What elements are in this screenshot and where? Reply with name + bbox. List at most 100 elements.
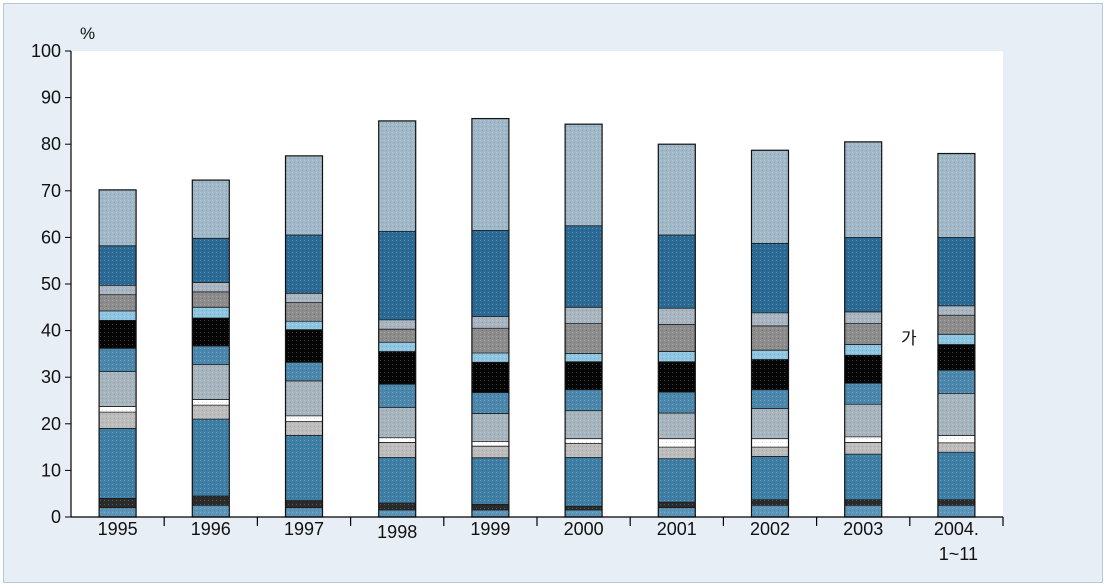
bar-segment-texture — [844, 436, 882, 443]
bar-segment-texture — [285, 415, 323, 422]
bar-segment-texture — [471, 118, 509, 231]
x-tick-label: 1997 — [284, 519, 324, 539]
x-tick-label: 2001 — [657, 519, 697, 539]
bar-segment-texture — [471, 352, 509, 363]
bar-segment-texture — [378, 329, 416, 343]
bar-segment-texture — [658, 324, 696, 352]
stacked-bar-chart: 0 10 20 30 40 50 60 70 80 90 100 1995 1996 1997 1998 19… — [31, 24, 1004, 564]
bar-segment-texture — [937, 334, 975, 345]
bar-segment-texture — [844, 454, 882, 500]
y-tick-label: 20 — [41, 414, 61, 434]
y-tick-label: 0 — [51, 507, 61, 527]
bar-segment-texture — [565, 443, 603, 458]
bar-segment-texture — [378, 407, 416, 438]
bar-segment-texture — [471, 446, 509, 458]
bar-segment-texture — [99, 320, 137, 349]
bar-segment-texture — [937, 305, 975, 316]
y-tick-label: 30 — [41, 367, 61, 387]
y-tick-label: 10 — [41, 460, 61, 480]
bar-segment-texture — [285, 380, 323, 416]
bar-segment-texture — [565, 225, 603, 308]
bar-segment-texture — [285, 435, 323, 501]
bar-segment-texture — [378, 442, 416, 458]
bar-segment-texture — [565, 323, 603, 354]
bar-segment-texture — [192, 405, 230, 420]
bar-segment-texture — [565, 389, 603, 411]
bar-segment-texture — [844, 237, 882, 312]
bar-segment-texture — [285, 507, 323, 517]
bar-segment-texture — [99, 412, 137, 429]
bar-segment-texture — [658, 507, 696, 517]
bar-segment-texture — [285, 302, 323, 322]
bar-segment-texture — [844, 505, 882, 517]
bar-segment-texture — [751, 438, 789, 448]
bar-segment-texture — [937, 370, 975, 394]
x-tick-label: 1995 — [98, 519, 138, 539]
x-tick-label: 1998 — [377, 522, 417, 542]
bar-segment-texture — [658, 392, 696, 414]
bar-segment-texture — [658, 458, 696, 503]
bar-segment-texture — [658, 361, 696, 393]
bar-segment-texture — [192, 238, 230, 283]
bar-segment-texture — [658, 351, 696, 362]
labels-layer: 0 10 20 30 40 50 60 70 80 90 100 1995 1996 1997 1998 19… — [31, 41, 979, 564]
bar-segment-texture — [937, 237, 975, 306]
bar-segment-texture — [285, 321, 323, 330]
bar-segment-texture — [565, 307, 603, 324]
bar-segment-texture — [378, 120, 416, 232]
bar-segment-texture — [844, 383, 882, 405]
y-tick-label: 40 — [41, 321, 61, 341]
bar-segment-texture — [285, 500, 323, 508]
bar-segment-texture — [285, 155, 323, 236]
bar-segment-texture — [751, 499, 789, 506]
bar-segment-texture — [378, 437, 416, 443]
bar-segment-texture — [937, 452, 975, 500]
bar-segment-texture — [192, 419, 230, 497]
x-tick-label: 2004. — [934, 519, 979, 539]
bar-segment-texture — [99, 371, 137, 407]
bar-segment-texture — [192, 180, 230, 239]
bar-segment-texture — [192, 307, 230, 319]
bar-segment-texture — [471, 316, 509, 329]
bar-segment-texture — [844, 404, 882, 437]
bar-segment-texture — [751, 447, 789, 457]
bar-segment-texture — [471, 510, 509, 517]
bars-layer — [98, 117, 976, 518]
bar-segment-texture — [471, 457, 509, 505]
bar-segment-texture — [192, 318, 230, 346]
bar-segment-texture — [565, 457, 603, 507]
y-tick-label: 100 — [31, 41, 61, 61]
bar-segment-texture — [751, 505, 789, 517]
x-tick-label: 2002 — [750, 519, 790, 539]
bar-segment-texture — [751, 456, 789, 500]
bar-segment-texture — [99, 294, 137, 312]
bar-segment-texture — [192, 496, 230, 506]
bar-segment-texture — [565, 510, 603, 517]
bar-segment-texture — [99, 498, 137, 508]
bar-segment-texture — [99, 507, 137, 517]
bar-segment-texture — [378, 457, 416, 504]
bar-segment-texture — [565, 506, 603, 511]
bar-segment-texture — [99, 428, 137, 499]
bar-segment-texture — [844, 344, 882, 356]
y-tick-label: 60 — [41, 227, 61, 247]
bar-segment-texture — [99, 189, 137, 246]
x-tick-label: 1996 — [191, 519, 231, 539]
bar-segment-texture — [378, 384, 416, 408]
bar-segment-texture — [844, 141, 882, 238]
bar-segment-texture — [565, 438, 603, 444]
bar-segment-texture — [565, 361, 603, 390]
bar-segment-texture — [99, 245, 137, 286]
bar-segment-texture — [751, 389, 789, 409]
bar-segment-texture — [751, 150, 789, 244]
bar-segment-texture — [658, 308, 696, 325]
chart-frame: 0 10 20 30 40 50 60 70 80 90 100 1995 1996 1997 1998 19… — [3, 3, 1103, 583]
bar-segment-texture — [658, 413, 696, 439]
bar-segment-texture — [658, 438, 696, 448]
bar-segment-texture — [285, 293, 323, 303]
bar-segment-texture — [844, 323, 882, 345]
bar-segment-texture — [844, 499, 882, 506]
bar-segment-texture — [751, 408, 789, 439]
bar-segment-texture — [192, 345, 230, 365]
bar-segment-texture — [192, 282, 230, 292]
